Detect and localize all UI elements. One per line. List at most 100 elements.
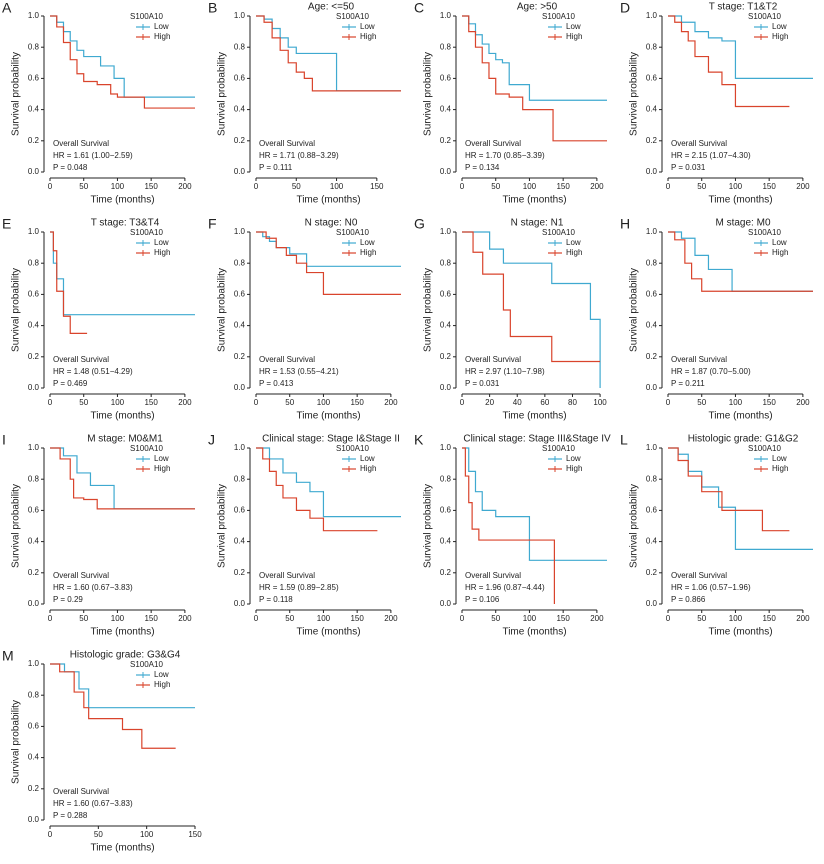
y-tick-label: 0.0	[234, 167, 246, 176]
legend-title: S100A10	[336, 12, 369, 21]
legend-label: Low	[154, 454, 169, 463]
x-tick-label: 200	[178, 614, 192, 623]
legend-label: High	[154, 32, 170, 41]
y-tick-label: 0.4	[28, 321, 40, 330]
annotation: P = 0.288	[53, 811, 88, 820]
panel-letter: M	[2, 648, 14, 664]
x-tick-label: 50	[697, 398, 706, 407]
panel-letter: C	[414, 0, 424, 16]
legend-label: Low	[154, 238, 169, 247]
legend-title: S100A10	[748, 228, 781, 237]
y-tick-label: 1.0	[234, 11, 246, 20]
x-tick-label: 50	[697, 614, 706, 623]
x-tick-label: 200	[796, 398, 810, 407]
x-axis-label: Time (months)	[90, 627, 154, 638]
x-tick-label: 100	[317, 614, 331, 623]
x-tick-label: 0	[48, 830, 53, 839]
y-tick-label: 0.8	[646, 258, 658, 267]
survival-curve	[256, 447, 378, 532]
y-tick-label: 0.2	[440, 568, 452, 577]
annotation: HR = 1.96 (0.87−4.44)	[465, 583, 545, 592]
survival-curve	[462, 447, 607, 561]
panel-letter: K	[414, 432, 424, 448]
annotation: P = 0.413	[259, 379, 294, 388]
y-tick-label: 0.4	[646, 105, 658, 114]
x-tick-label: 100	[140, 830, 154, 839]
survival-curve	[256, 15, 401, 92]
y-tick-label: 0.4	[234, 537, 246, 546]
y-tick-label: 0.0	[440, 167, 452, 176]
x-tick-label: 100	[523, 614, 537, 623]
annotation: HR = 1.87 (0.70−5.00)	[671, 367, 751, 376]
panel-title: Clinical stage: Stage I&Stage II	[262, 434, 400, 445]
panel: E T stage: T3&T4 0.0 0.2 0.4 0.6 0.8 1.0 0 50 100 1…	[2, 216, 195, 422]
annotation: Overall Survival	[465, 571, 521, 580]
y-tick-label: 0.2	[440, 352, 452, 361]
legend-label: Low	[772, 238, 787, 247]
panel-letter: G	[414, 216, 425, 232]
x-tick-label: 100	[111, 614, 125, 623]
x-tick-label: 200	[590, 614, 604, 623]
y-tick-label: 1.0	[646, 443, 658, 452]
x-tick-label: 100	[317, 398, 331, 407]
annotation: Overall Survival	[671, 355, 727, 364]
y-tick-label: 0.0	[440, 599, 452, 608]
y-tick-label: 1.0	[28, 227, 40, 236]
y-tick-label: 0.0	[28, 383, 40, 392]
x-axis-label: Time (months)	[708, 411, 772, 422]
x-tick-label: 150	[762, 182, 776, 191]
y-tick-label: 0.4	[234, 321, 246, 330]
x-tick-label: 0	[48, 398, 53, 407]
x-axis-label: Time (months)	[90, 411, 154, 422]
annotation: HR = 1.53 (0.55−4.21)	[259, 367, 339, 376]
x-tick-label: 0	[254, 614, 259, 623]
y-tick-label: 1.0	[28, 11, 40, 20]
y-tick-label: 0.2	[28, 568, 40, 577]
panel: H M stage: M0 0.0 0.2 0.4 0.6 0.8 1.0 0 50 100 150 2…	[620, 216, 813, 422]
x-axis-label: Time (months)	[296, 627, 360, 638]
y-tick-label: 0.0	[28, 815, 40, 824]
x-axis-label: Time (months)	[708, 195, 772, 206]
x-tick-label: 150	[144, 398, 158, 407]
legend-label: Low	[772, 454, 787, 463]
y-tick-label: 0.8	[440, 258, 452, 267]
x-tick-label: 200	[590, 182, 604, 191]
y-tick-label: 0.0	[646, 599, 658, 608]
x-tick-label: 0	[254, 398, 259, 407]
panel-letter: L	[620, 432, 628, 448]
annotation: Overall Survival	[53, 139, 109, 148]
panel: D T stage: T1&T2 0.0 0.2 0.4 0.6 0.8 1.0 0 50 100 1…	[620, 0, 813, 206]
y-tick-label: 0.0	[234, 383, 246, 392]
y-tick-label: 0.4	[234, 105, 246, 114]
x-tick-label: 0	[666, 398, 671, 407]
x-tick-label: 0	[48, 614, 53, 623]
panel-title: Age: <=50	[308, 2, 355, 13]
annotation: HR = 1.70 (0.85−3.39)	[465, 151, 545, 160]
annotation: HR = 1.48 (0.51−4.29)	[53, 367, 133, 376]
legend-title: S100A10	[542, 444, 575, 453]
survival-curve	[668, 15, 813, 79]
annotation: P = 0.118	[259, 595, 293, 604]
x-tick-label: 100	[729, 398, 743, 407]
legend-title: S100A10	[748, 444, 781, 453]
legend-label: High	[360, 32, 376, 41]
x-tick-label: 80	[568, 398, 577, 407]
x-tick-label: 50	[94, 830, 103, 839]
legend-label: Low	[360, 238, 375, 247]
y-tick-label: 0.4	[440, 105, 452, 114]
legend-label: High	[154, 680, 170, 689]
panel-letter: J	[208, 432, 215, 448]
annotation: Overall Survival	[465, 139, 521, 148]
x-tick-label: 100	[729, 614, 743, 623]
survival-curve	[50, 15, 195, 109]
x-tick-label: 50	[697, 182, 706, 191]
legend-title: S100A10	[130, 444, 163, 453]
panel: M Histologic grade: G3&G4 0.0 0.2 0.4 0.6 0.8 1…	[2, 648, 202, 854]
legend-label: Low	[360, 454, 375, 463]
y-tick-label: 1.0	[440, 11, 452, 20]
y-tick-label: 1.0	[28, 659, 40, 668]
y-tick-label: 0.4	[646, 321, 658, 330]
survival-curve	[256, 231, 401, 295]
